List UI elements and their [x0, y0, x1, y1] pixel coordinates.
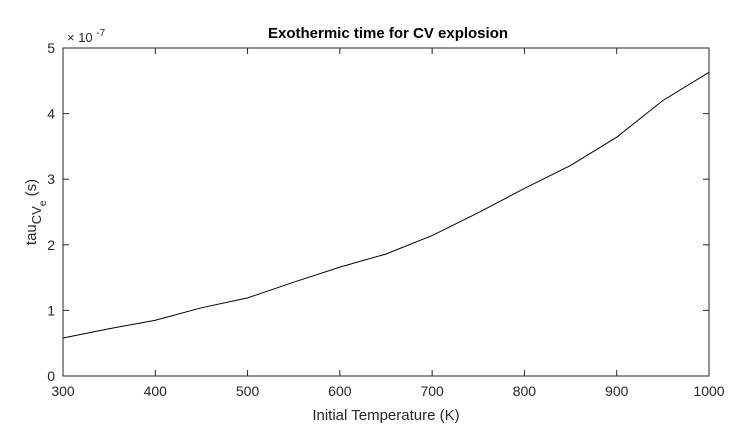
x-tick-label: 800: [513, 383, 537, 399]
y-label-base: tau: [23, 224, 40, 245]
x-tick-label: 600: [328, 383, 352, 399]
x-tick-label: 300: [51, 383, 75, 399]
y-label-unit: (s): [23, 179, 40, 201]
y-tick-label: 5: [47, 40, 55, 56]
y-exponent-power: -7: [96, 28, 105, 39]
x-tick-label: 400: [144, 383, 168, 399]
y-tick-label: 2: [47, 237, 55, 253]
x-tick-label: 900: [605, 383, 629, 399]
y-tick-label: 3: [47, 171, 55, 187]
y-axis: 0 1 2 3 4 5: [47, 40, 709, 384]
x-axis-label: Initial Temperature (K): [312, 407, 459, 424]
y-label-subsub: e: [38, 200, 49, 206]
y-tick-label: 4: [47, 106, 55, 122]
chart-title: Exothermic time for CV explosion: [268, 25, 508, 42]
y-axis-label: tauCVe (s): [23, 179, 49, 245]
y-tick-label: 1: [47, 302, 55, 318]
x-tick-label: 1000: [693, 383, 724, 399]
x-tick-label: 700: [420, 383, 444, 399]
y-axis-exponent: × 10 -7: [67, 28, 106, 45]
y-exponent-base: × 10: [67, 30, 93, 45]
series-group: [62, 71, 710, 339]
plot-frame: [62, 47, 710, 377]
series-line: [62, 71, 710, 339]
y-tick-label: 0: [47, 368, 55, 384]
x-tick-label: 500: [236, 383, 260, 399]
y-label-sub: CV: [29, 206, 44, 224]
x-axis: 300 400 500 600 700 800 900 1000: [51, 48, 725, 399]
